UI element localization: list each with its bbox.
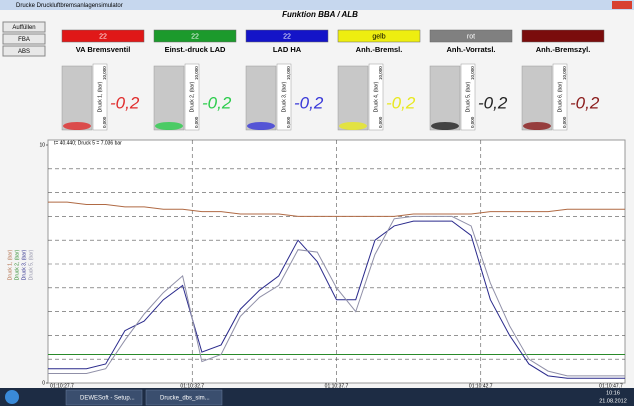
gauge-max: 10,000 (286, 66, 291, 80)
gauge-body (338, 66, 368, 130)
channel-color (522, 30, 604, 42)
gauge-reading: -0,2 (570, 93, 600, 112)
gauge-label: Druck 1, (bar) (97, 81, 103, 112)
gauge-min: 0,000 (562, 116, 567, 128)
gauge-label: Druck 6, (bar) (557, 81, 563, 112)
header-title: Funktion BBA / ALB (282, 10, 358, 19)
gauge-max: 10,000 (562, 66, 567, 80)
channel-value: gelb (372, 33, 385, 40)
gauge-fill (339, 122, 367, 130)
gauge-min: 0,000 (102, 116, 107, 128)
channel-label: Anh.-Bremsl. (356, 45, 403, 54)
gauge-max: 10,000 (470, 66, 475, 80)
taskbar-item-label: Drucke_dbs_sim... (160, 396, 210, 402)
legend-entry: Druck 3, (bar) (21, 249, 27, 280)
gauge-max: 10,000 (102, 66, 107, 80)
x-tick-label: 01:10:42.7 (469, 383, 493, 389)
gauge-body (62, 66, 92, 130)
legend-entry: Druck 1, (bar) (7, 249, 13, 280)
taskbar-item-label: DEWESoft - Setup... (80, 396, 135, 402)
gauge-body (246, 66, 276, 130)
gauge-reading: -0,2 (202, 93, 232, 112)
channel-label: Einst.-druck LAD (165, 45, 226, 54)
annotation: t= 40.440; Druck 5 = 7.036 bar (54, 140, 122, 146)
channel-value: 22 (283, 33, 291, 40)
clock-date: 21.08.2012 (599, 398, 627, 404)
gauge-label: Druck 2, (bar) (189, 81, 195, 112)
gauge-min: 0,000 (378, 116, 383, 128)
clock-time: 10:16 (606, 390, 620, 396)
gauge-reading: -0,2 (110, 93, 140, 112)
gauge-body (154, 66, 184, 130)
channel-label: VA Bremsventil (76, 45, 131, 54)
channel-value: 22 (99, 33, 107, 40)
window-title: Drucke Druckluftbremsanlagensimulator (16, 3, 123, 9)
gauge-body (430, 66, 460, 130)
gauge-reading: -0,2 (386, 93, 416, 112)
legend-entry: Druck 2, (bar) (14, 249, 20, 280)
channel-label: Anh.-Bremszyl. (536, 45, 591, 54)
gauge-fill (431, 122, 459, 130)
gauge-max: 10,000 (378, 66, 383, 80)
gauge-label: Druck 5, (bar) (465, 81, 471, 112)
gauge-fill (523, 122, 551, 130)
gauge-min: 0,000 (470, 116, 475, 128)
gauge-fill (63, 122, 91, 130)
gauge-fill (155, 122, 183, 130)
x-tick-label: 01:10:37.7 (325, 383, 349, 389)
gauge-fill (247, 122, 275, 130)
gauge-min: 0,000 (286, 116, 291, 128)
gauge-min: 0,000 (194, 116, 199, 128)
x-tick-label: 01:10:32.7 (180, 383, 204, 389)
y-tick-label: 10 (39, 142, 45, 148)
channel-value: rot (467, 33, 475, 40)
button-label: ABS (18, 49, 30, 55)
channel-value: 22 (191, 33, 199, 40)
window-controls[interactable] (612, 1, 632, 9)
x-tick-label: 01:10:27.7 (50, 383, 74, 389)
gauge-reading: -0,2 (478, 93, 508, 112)
button-label: Auffüllen (12, 25, 35, 31)
screen: Drucke Druckluftbremsanlagensimulator Fu… (0, 0, 634, 406)
y-tick-label: 0 (42, 380, 45, 386)
legend-entry: Druck 5, (bar) (28, 249, 34, 280)
start-button[interactable] (5, 390, 19, 404)
button-label: FBA (18, 37, 30, 43)
gauge-label: Druck 3, (bar) (281, 81, 287, 112)
gauge-reading: -0,2 (294, 93, 324, 112)
gauge-label: Druck 4, (bar) (373, 81, 379, 112)
gauge-body (522, 66, 552, 130)
gauge-max: 10,000 (194, 66, 199, 80)
channel-label: LAD HA (273, 45, 302, 54)
x-tick-label: 01:10:47.7 (599, 383, 623, 389)
channel-label: Anh.-Vorratsl. (446, 45, 495, 54)
